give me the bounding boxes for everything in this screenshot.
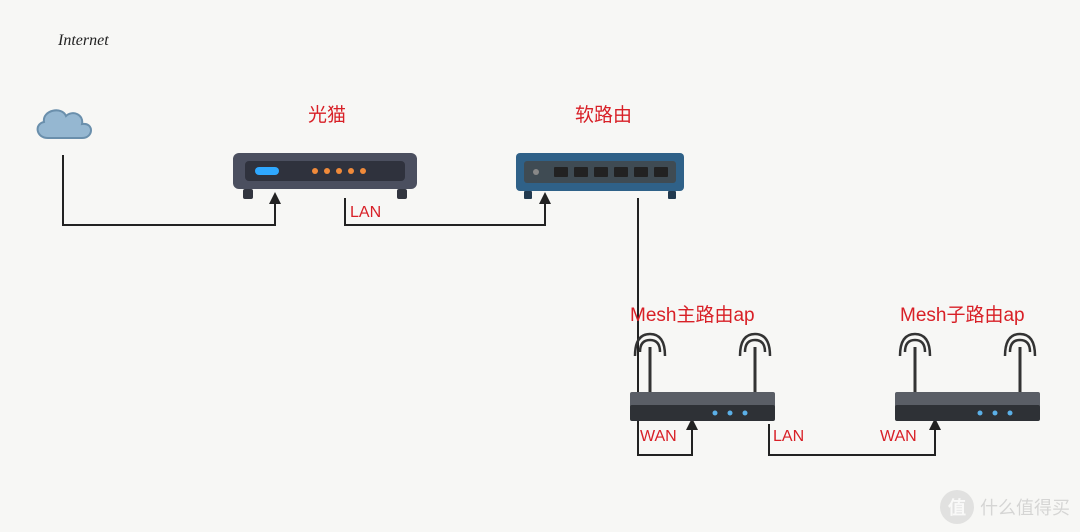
modem-label: 光猫 <box>308 100 346 127</box>
lan-label-modem: LAN <box>350 204 381 222</box>
wires-layer <box>0 0 1080 532</box>
wan-label-sub: WAN <box>880 428 917 446</box>
mesh-sub-label: Mesh子路由ap <box>900 300 1025 327</box>
softrouter-label: 软路由 <box>575 100 632 127</box>
softrouter-icon <box>510 145 690 205</box>
mesh-main-label: Mesh主路由ap <box>630 300 755 327</box>
modem-icon <box>225 145 425 205</box>
watermark: 值 什么值得买 <box>940 490 1070 524</box>
wan-label-main: WAN <box>640 428 677 446</box>
watermark-text: 什么值得买 <box>980 494 1070 520</box>
lan-label-main: LAN <box>773 428 804 446</box>
diagram-canvas: Internet 光猫 LAN 软路由 Mesh主路由ap <box>0 0 1080 532</box>
watermark-badge: 值 <box>940 490 974 524</box>
cloud-icon <box>28 100 98 150</box>
internet-label: Internet <box>58 32 109 50</box>
mesh-sub-icon <box>885 332 1050 427</box>
mesh-main-icon <box>620 332 785 427</box>
